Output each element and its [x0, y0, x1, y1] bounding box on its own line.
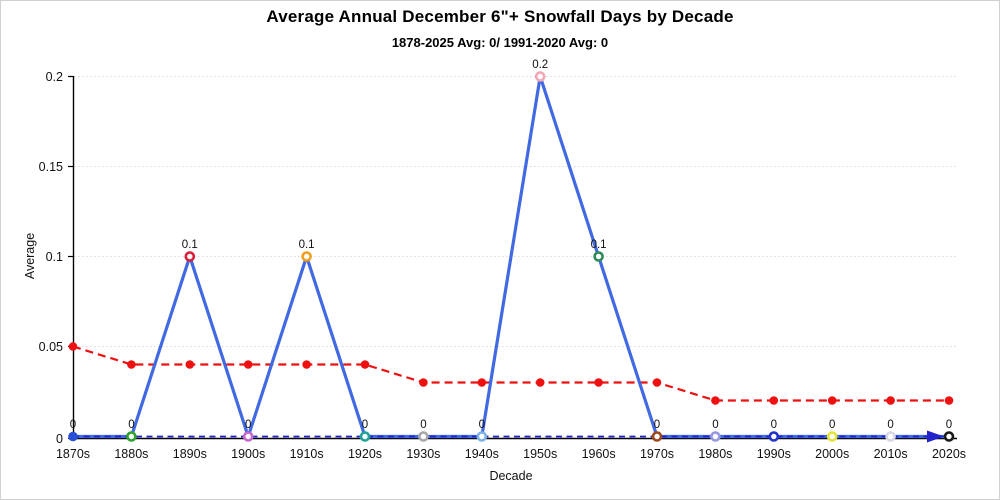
- running-average-point: [419, 378, 428, 387]
- data-point-1900s: [242, 431, 254, 442]
- data-label: 0: [70, 419, 76, 431]
- x-tick-label: 1870s: [56, 447, 90, 461]
- data-label: 0: [771, 419, 777, 431]
- running-average-point: [711, 396, 720, 405]
- running-average-point: [769, 396, 779, 405]
- data-label: 0: [245, 419, 251, 431]
- y-tick-label: 0.1: [46, 250, 63, 264]
- data-label: 0.1: [299, 239, 315, 251]
- x-tick-label: 1950s: [523, 447, 557, 461]
- running-average-point: [652, 378, 662, 387]
- x-tick-label: 1940s: [465, 447, 499, 461]
- running-average-point: [827, 396, 837, 405]
- data-point-1880s: [126, 431, 137, 442]
- running-average-point: [886, 396, 895, 405]
- data-label: 0: [712, 419, 718, 431]
- data-point-2000s: [826, 431, 838, 442]
- x-tick-label: 1920s: [348, 447, 382, 461]
- running-average-line: [72, 345, 949, 402]
- y-tick-label: 0.2: [46, 70, 63, 84]
- x-tick-label: 1960s: [582, 447, 616, 461]
- trend-arrow-icon: [927, 430, 944, 443]
- data-point-2020s: [943, 431, 955, 442]
- x-tick-label: 1980s: [698, 447, 732, 461]
- data-point-1930s: [418, 431, 429, 442]
- running-average-point: [944, 396, 954, 405]
- x-tick-label: 1900s: [231, 447, 265, 461]
- y-tick-label: 0.15: [39, 160, 63, 174]
- running-average-point: [185, 360, 195, 369]
- data-point-1990s: [768, 431, 780, 442]
- x-tick-label: 1910s: [290, 447, 324, 461]
- x-tick-label: 1880s: [114, 447, 148, 461]
- running-average-point: [68, 342, 78, 351]
- x-tick-label: 1930s: [406, 447, 440, 461]
- x-tick-label: 1990s: [757, 447, 791, 461]
- x-axis-title: Decade: [489, 469, 533, 483]
- data-point-1890s: [184, 251, 196, 262]
- x-tick-label: 2010s: [874, 447, 908, 461]
- data-point-1970s: [651, 431, 663, 442]
- data-point-1980s: [710, 431, 721, 442]
- data-label: 0: [946, 419, 952, 431]
- y-tick-label: 0.05: [39, 340, 63, 354]
- data-point-1870s: [68, 431, 78, 442]
- data-point-1940s: [476, 431, 488, 442]
- x-tick-label: 1970s: [640, 447, 674, 461]
- data-label: 0.1: [182, 239, 198, 251]
- running-average-point: [127, 360, 136, 369]
- data-point-1960s: [593, 251, 604, 262]
- chart-subtitle: 1878-2025 Avg: 0/ 1991-2020 Avg: 0: [391, 35, 609, 50]
- data-label: 0: [829, 419, 835, 431]
- running-average-point: [477, 378, 487, 387]
- data-point-2010s: [885, 431, 896, 442]
- x-tick-label: 2000s: [815, 447, 849, 461]
- chart-title: Average Annual December 6"+ Snowfall Day…: [266, 7, 734, 26]
- data-label: 0.1: [591, 239, 607, 251]
- running-average-point: [302, 360, 311, 369]
- data-point-1910s: [301, 251, 312, 262]
- running-average-point: [360, 360, 370, 369]
- x-tick-label: 1890s: [173, 447, 207, 461]
- data-label: 0: [887, 419, 893, 431]
- data-label: 0: [128, 419, 134, 431]
- data-label: 0: [362, 419, 368, 431]
- data-point-1920s: [359, 431, 371, 442]
- running-average-point: [535, 378, 545, 387]
- y-tick-label: 0: [56, 432, 63, 446]
- x-tick-label: 2020s: [932, 447, 966, 461]
- data-label: 0: [479, 419, 485, 431]
- data-point-1950s: [534, 71, 546, 82]
- running-average-point: [243, 360, 253, 369]
- data-label: 0: [420, 419, 426, 431]
- data-label: 0.2: [532, 59, 548, 71]
- running-average-point: [594, 378, 603, 387]
- data-label: 0: [654, 419, 660, 431]
